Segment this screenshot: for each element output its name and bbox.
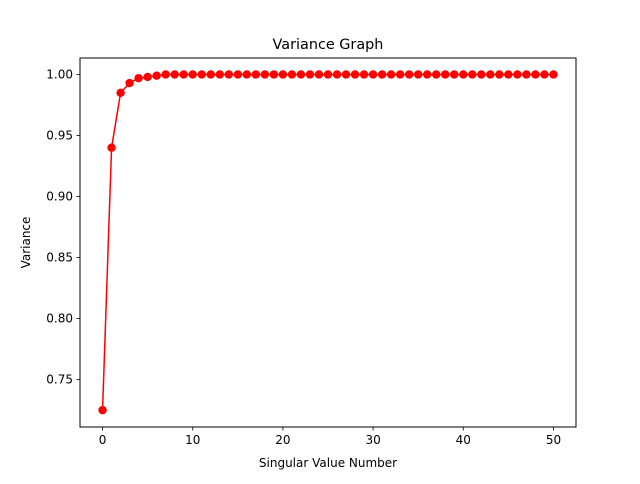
data-point bbox=[350, 70, 360, 79]
data-point bbox=[296, 70, 306, 79]
data-point bbox=[459, 70, 468, 79]
data-point bbox=[242, 70, 252, 79]
data-point bbox=[305, 70, 315, 79]
y-tick-label: 0.95 bbox=[46, 129, 73, 143]
data-point bbox=[161, 70, 170, 79]
data-point bbox=[116, 88, 125, 97]
data-point bbox=[549, 70, 558, 79]
data-point bbox=[404, 70, 414, 79]
data-point bbox=[486, 70, 495, 79]
plot-background bbox=[80, 58, 576, 427]
data-point bbox=[188, 70, 197, 79]
y-tick-label: 0.75 bbox=[46, 373, 73, 387]
data-point bbox=[215, 70, 224, 79]
x-axis-label: Singular Value Number bbox=[259, 456, 397, 470]
x-tick-label: 0 bbox=[99, 433, 107, 447]
y-tick-label: 0.80 bbox=[46, 312, 73, 326]
data-point bbox=[477, 70, 486, 79]
data-point bbox=[359, 70, 369, 79]
chart-title: Variance Graph bbox=[273, 37, 384, 53]
data-point bbox=[413, 70, 423, 79]
x-tick-label: 50 bbox=[546, 433, 561, 447]
data-point bbox=[441, 70, 450, 79]
data-point bbox=[143, 72, 152, 82]
data-point bbox=[395, 70, 405, 79]
data-point bbox=[233, 70, 243, 79]
data-point bbox=[323, 70, 333, 79]
data-point bbox=[368, 70, 378, 79]
data-point bbox=[450, 70, 459, 79]
data-point bbox=[251, 70, 261, 79]
data-point bbox=[341, 70, 351, 79]
data-point bbox=[423, 70, 432, 79]
x-tick-label: 10 bbox=[185, 433, 200, 447]
data-point bbox=[332, 70, 342, 79]
data-point bbox=[504, 70, 513, 79]
axis-ticks: 0 10 20 30 40 50 0.75 0.80 0.85 0.90 0.95 1.00 bbox=[46, 67, 561, 447]
x-tick-label: 30 bbox=[365, 433, 380, 447]
data-point bbox=[152, 71, 161, 80]
data-point bbox=[224, 70, 233, 79]
data-series bbox=[98, 70, 558, 415]
data-point bbox=[495, 70, 504, 79]
data-point bbox=[179, 70, 188, 79]
data-point bbox=[531, 70, 540, 79]
data-point bbox=[468, 70, 477, 79]
data-point bbox=[377, 70, 387, 79]
x-tick-label: 40 bbox=[456, 433, 471, 447]
data-point bbox=[206, 70, 215, 79]
y-tick-label: 0.90 bbox=[46, 190, 73, 204]
data-point bbox=[170, 70, 179, 79]
data-point bbox=[386, 70, 396, 79]
y-tick-label: 0.85 bbox=[46, 251, 73, 265]
data-point bbox=[134, 73, 143, 83]
x-tick-label: 20 bbox=[275, 433, 290, 447]
y-tick-label: 1.00 bbox=[46, 67, 73, 81]
data-point bbox=[269, 70, 279, 79]
data-point bbox=[522, 70, 531, 79]
data-point bbox=[314, 70, 324, 79]
data-point bbox=[513, 70, 522, 79]
data-point bbox=[540, 70, 549, 79]
data-point bbox=[260, 70, 270, 79]
data-point bbox=[287, 70, 297, 79]
data-point bbox=[125, 78, 134, 88]
data-point bbox=[278, 70, 288, 79]
data-point bbox=[107, 143, 116, 152]
data-point bbox=[197, 70, 206, 79]
plot-frame bbox=[79, 57, 577, 428]
y-axis-label: Variance bbox=[19, 217, 33, 269]
data-point bbox=[98, 405, 107, 415]
data-point bbox=[432, 70, 441, 79]
